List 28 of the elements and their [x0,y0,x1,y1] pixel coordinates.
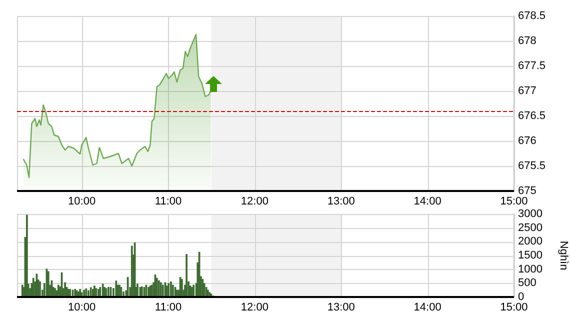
y-tick-label: 2500 [518,222,542,234]
x-tick-label: 13:00 [327,302,355,314]
y-tick-label: 1000 [518,263,542,276]
x-tick-label: 14:00 [414,196,442,208]
y-tick-label: 500 [518,277,536,290]
x-tick-label: 11:00 [154,302,182,314]
y-tick-label: 676.5 [518,110,546,122]
y-tick-label: 2000 [518,236,542,248]
x-tick-label: 13:00 [327,196,355,208]
y-tick-label: 0 [518,291,524,304]
y-tick-label: 675.5 [518,160,546,172]
y-tick-label: 678.5 [518,10,546,22]
x-tick-label: 12:00 [240,302,268,314]
y-tick-label: 675 [518,185,536,198]
y-tick-label: 677 [518,85,536,98]
y-tick-label: 676 [518,135,536,148]
y-axis-title: Nghìn [557,240,570,270]
x-tick-label: 14:00 [414,302,442,314]
x-tick-label: 10:00 [68,302,96,314]
y-tick-label: 3000 [518,208,542,220]
y-tick-label: 677.5 [518,60,546,72]
x-tick-label: 10:00 [68,196,96,208]
x-tick-label: 12:00 [240,196,268,208]
x-tick-label: 15:00 [500,196,528,208]
y-tick-label: 1500 [518,250,542,262]
x-tick-label: 15:00 [500,302,528,314]
x-tick-label: 11:00 [154,196,182,208]
y-tick-label: 678 [518,35,536,48]
